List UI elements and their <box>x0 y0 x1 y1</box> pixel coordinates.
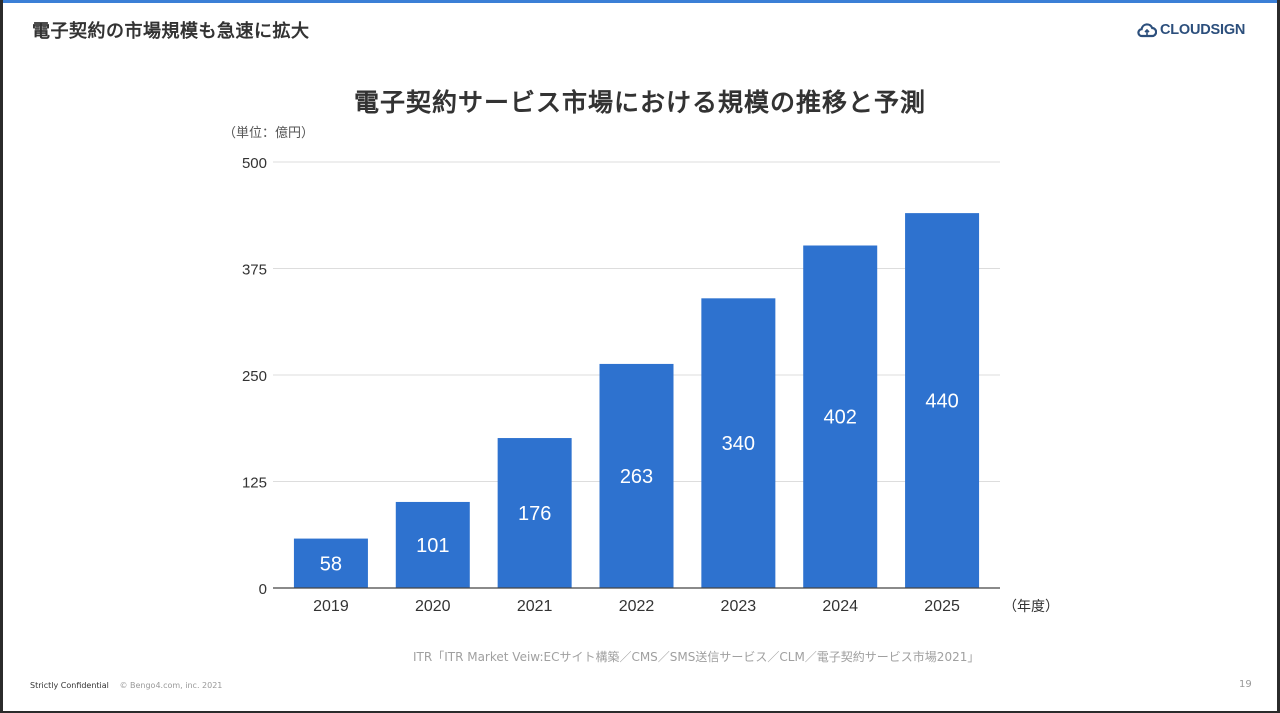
y-tick-label: 500 <box>242 155 267 172</box>
data-label: 440 <box>925 391 958 413</box>
y-tick-label: 375 <box>242 262 267 279</box>
x-tick-label: 2024 <box>822 598 858 615</box>
y-tick-label: 125 <box>242 475 267 492</box>
footer: Strictly Confidential © Bengo4.com, inc.… <box>30 681 222 690</box>
data-label: 58 <box>320 553 342 575</box>
data-label: 402 <box>824 407 857 429</box>
bar-2019 <box>293 538 368 588</box>
bar-2022 <box>599 363 674 588</box>
x-tick-label: 2020 <box>415 598 451 615</box>
slide-title: 電子契約の市場規模も急速に拡大 <box>32 21 310 42</box>
y-tick-label: 250 <box>242 368 267 385</box>
bar-2025 <box>905 213 980 588</box>
page-number: 19 <box>1239 679 1252 690</box>
bar-2021 <box>497 438 572 588</box>
x-tick-label: 2022 <box>619 598 655 615</box>
slide: 電子契約の市場規模も急速に拡大 CLOUDSIGN 電子契約サービス市場における… <box>3 0 1277 711</box>
unit-label: （単位：億円） <box>223 126 315 141</box>
cloud-icon <box>1137 23 1157 38</box>
top-accent-line <box>3 0 1277 3</box>
y-tick-label: 0 <box>259 581 267 598</box>
x-tick-label: 2025 <box>924 598 960 615</box>
cloudsign-logo: CLOUDSIGN <box>1137 19 1245 41</box>
confidential-label: Strictly Confidential <box>30 681 109 690</box>
bar-chart: 0 125 250 375 500 58 2019 101 2020 176 2021 263 2022… <box>242 155 1059 615</box>
logo-text: CLOUDSIGN <box>1160 22 1246 38</box>
x-tick-label: 2019 <box>313 598 349 615</box>
bar-2024 <box>803 245 878 588</box>
copyright-label: © Bengo4.com, inc. 2021 <box>119 681 223 690</box>
data-label: 340 <box>722 433 755 455</box>
bar-2023 <box>701 298 776 588</box>
chart-title: 電子契約サービス市場における規模の推移と予測 <box>353 88 926 117</box>
data-label: 263 <box>620 466 653 488</box>
bar-2020 <box>395 501 470 588</box>
data-label: 176 <box>518 503 551 525</box>
x-tick-label: 2023 <box>721 598 757 615</box>
source-citation: ITR「ITR Market Veiw:ECサイト構築／CMS／SMS送信サービ… <box>413 650 980 664</box>
x-tick-label: 2021 <box>517 598 553 615</box>
x-axis-unit-label: （年度） <box>1003 599 1059 615</box>
data-label: 101 <box>416 535 449 557</box>
